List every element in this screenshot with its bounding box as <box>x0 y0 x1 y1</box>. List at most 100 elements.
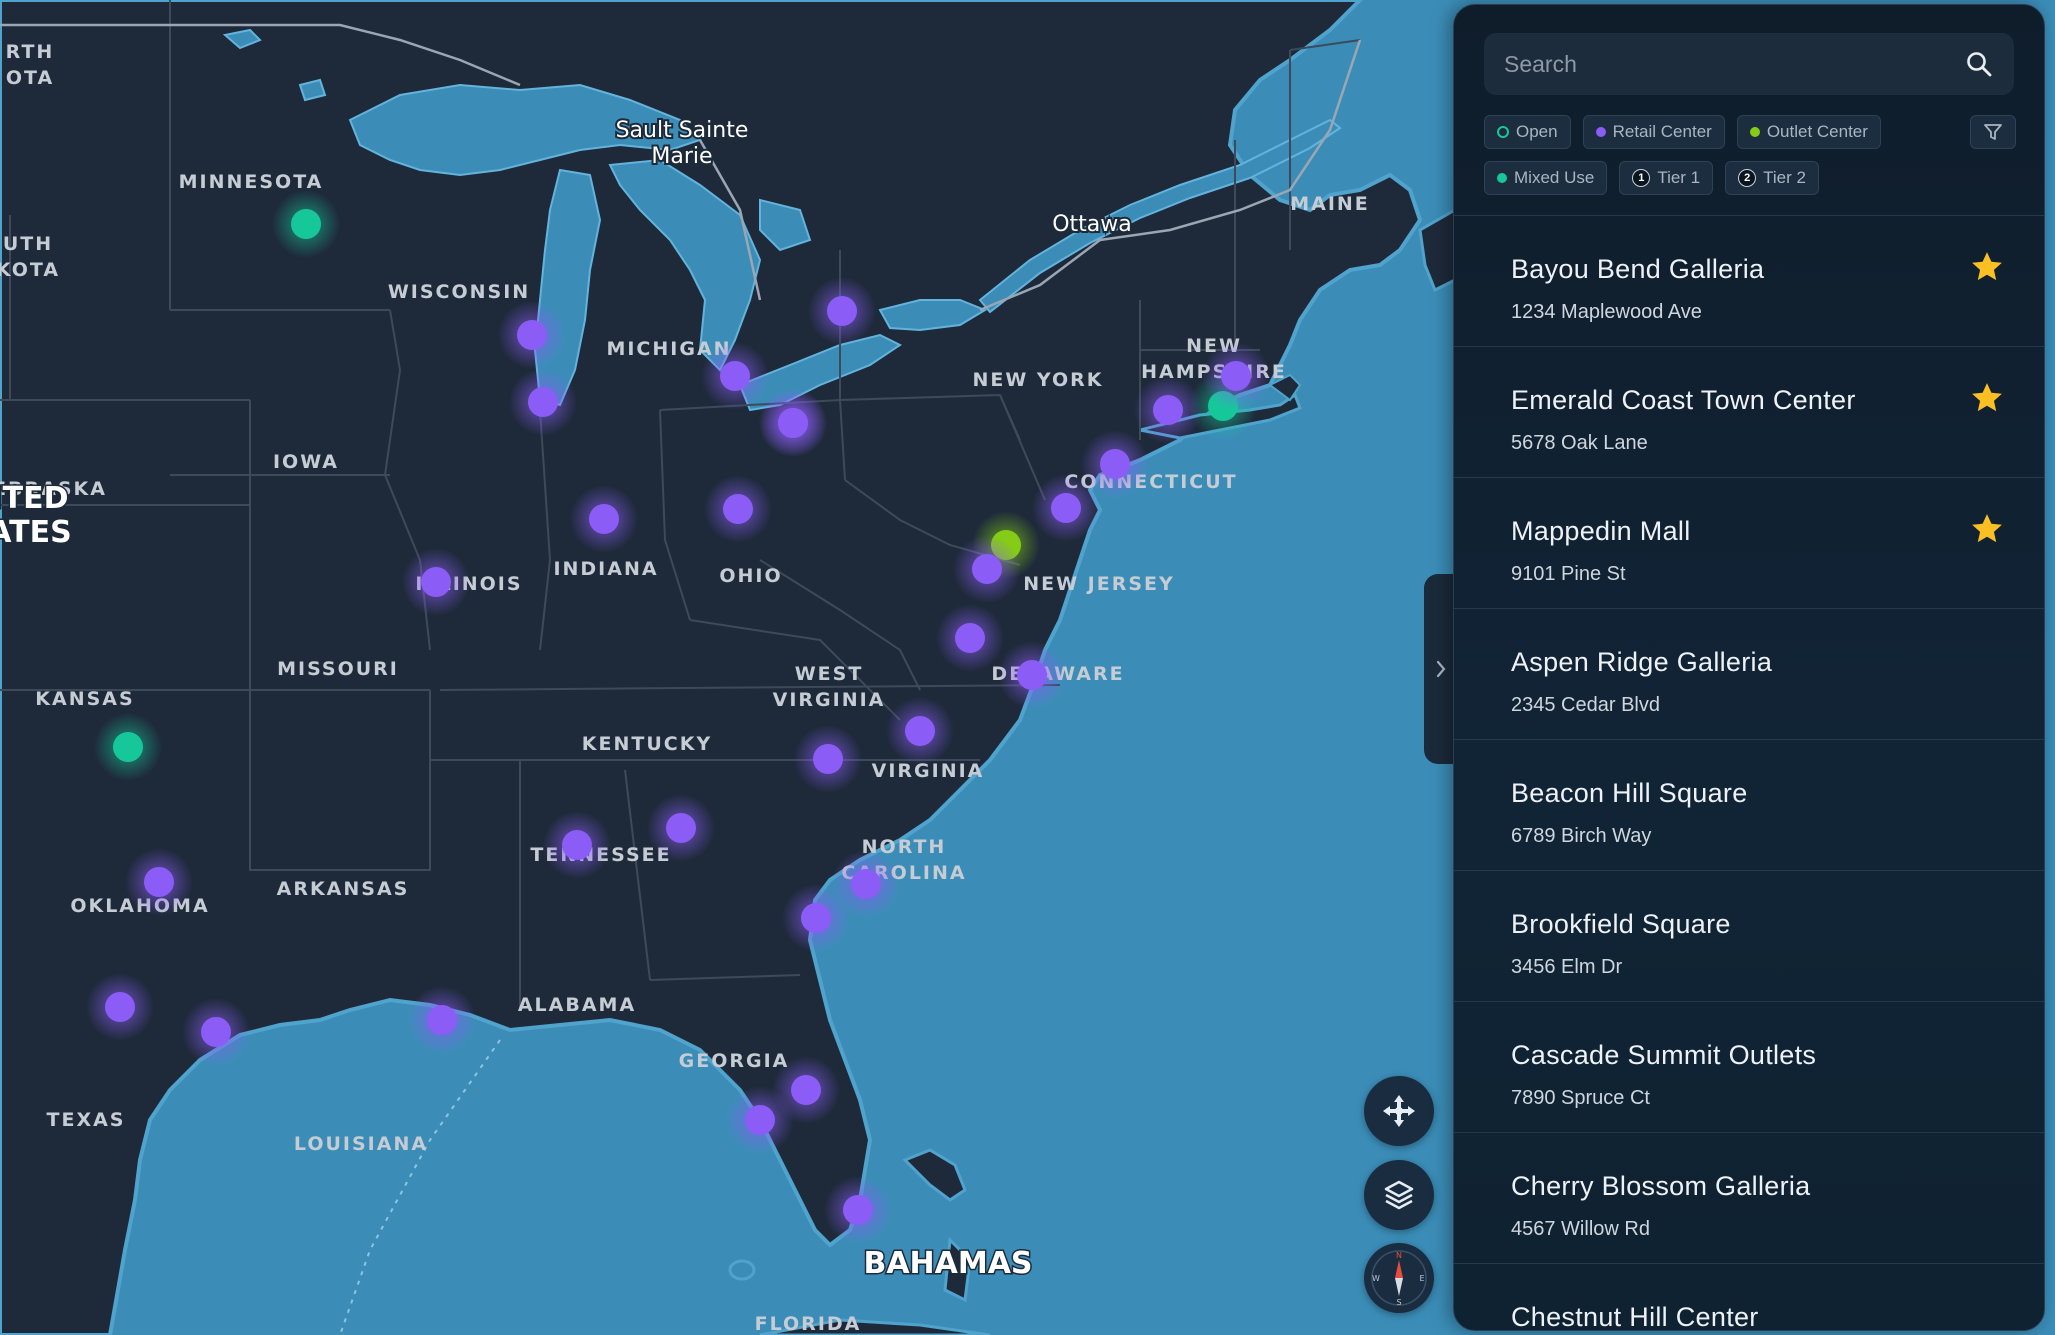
marker-dot[interactable] <box>972 554 1002 584</box>
color-dot-icon <box>1749 127 1760 137</box>
filter-chip-mixed-use[interactable]: Mixed Use <box>1484 161 1608 195</box>
panel-collapse-handle[interactable] <box>1424 574 1458 764</box>
list-item[interactable]: Mappedin Mall 9101 Pine St <box>1454 477 2044 608</box>
filter-chip-tier-2[interactable]: 2 Tier 2 <box>1725 161 1819 195</box>
marker-dot[interactable] <box>105 992 135 1022</box>
marker-dot[interactable] <box>791 1075 821 1105</box>
list-item[interactable]: Brookfield Square 3456 Elm Dr <box>1454 870 2044 1001</box>
map-marker-retail[interactable] <box>726 1086 794 1154</box>
marker-dot[interactable] <box>720 361 750 391</box>
state-labels: RTHOTAUTHKOTAEBRASKAKANSASOKLAHOMATEXASM… <box>0 41 1368 1335</box>
map-marker-retail[interactable] <box>570 485 638 553</box>
map-marker-retail[interactable] <box>701 342 769 410</box>
marker-dot[interactable] <box>589 504 619 534</box>
state-label-louisiana: LOUISIANA <box>294 1133 428 1155</box>
filter-chip-label: Tier 2 <box>1763 168 1806 187</box>
marker-dot[interactable] <box>813 744 843 774</box>
filter-chip-open[interactable]: Open <box>1484 115 1571 149</box>
city-label-ottawa: Ottawa <box>1052 212 1132 237</box>
map-marker-retail[interactable] <box>886 697 954 765</box>
marker-dot[interactable] <box>851 869 881 899</box>
map-marker-retail[interactable] <box>509 368 577 436</box>
marker-dot[interactable] <box>827 296 857 326</box>
marker-dot[interactable] <box>113 732 143 762</box>
star-icon[interactable] <box>1970 381 2004 415</box>
location-address: 5678 Oak Lane <box>1511 432 1648 454</box>
maritime-boundary <box>339 1039 501 1335</box>
marker-dot[interactable] <box>778 408 808 438</box>
marker-dot[interactable] <box>517 320 547 350</box>
map-marker-retail[interactable] <box>1202 342 1270 410</box>
list-item[interactable]: Cascade Summit Outlets 7890 Spruce Ct <box>1454 1001 2044 1132</box>
map-marker-retail[interactable] <box>182 998 250 1066</box>
map-marker-retail[interactable] <box>998 641 1066 709</box>
map-marker-retail[interactable] <box>1134 376 1202 444</box>
map-marker-open[interactable] <box>272 190 340 258</box>
state-label-kansas: KANSAS <box>35 688 134 710</box>
list-item[interactable]: Aspen Ridge Galleria 2345 Cedar Blvd <box>1454 608 2044 739</box>
map-marker-retail[interactable] <box>832 850 900 918</box>
compass-button[interactable]: N S W E <box>1364 1243 1434 1313</box>
map-marker-open[interactable] <box>94 713 162 781</box>
search-input[interactable] <box>1504 50 1964 78</box>
marker-dot[interactable] <box>528 387 558 417</box>
map-marker-retail[interactable] <box>647 794 715 862</box>
marker-dot[interactable] <box>1100 449 1130 479</box>
svg-text:S: S <box>1396 1298 1401 1307</box>
map-marker-retail[interactable] <box>125 848 193 916</box>
list-item[interactable]: Cherry Blossom Galleria 4567 Willow Rd <box>1454 1132 2044 1263</box>
list-item[interactable]: Emerald Coast Town Center 5678 Oak Lane <box>1454 346 2044 477</box>
star-icon[interactable] <box>1970 512 2004 546</box>
location-name: Beacon Hill Square <box>1511 778 1748 808</box>
filter-chip-retail-center[interactable]: Retail Center <box>1582 115 1725 149</box>
map-marker-retail[interactable] <box>808 277 876 345</box>
marker-dot[interactable] <box>427 1005 457 1035</box>
layers-icon <box>1384 1180 1414 1210</box>
location-name: Cascade Summit Outlets <box>1511 1040 1817 1070</box>
marker-dot[interactable] <box>1153 395 1183 425</box>
map-marker-retail[interactable] <box>408 986 476 1054</box>
map-marker-retail[interactable] <box>86 973 154 1041</box>
list-item[interactable]: Beacon Hill Square 6789 Birch Way <box>1454 739 2044 870</box>
map-marker-retail[interactable] <box>759 389 827 457</box>
recenter-button[interactable] <box>1364 1076 1434 1146</box>
map-marker-retail[interactable] <box>498 301 566 369</box>
filter-button[interactable] <box>1970 115 2016 149</box>
marker-dot[interactable] <box>843 1195 873 1225</box>
star-icon[interactable] <box>1970 250 2004 284</box>
state-label-alabama: ALABAMA <box>518 994 636 1016</box>
marker-dot[interactable] <box>291 209 321 239</box>
map-marker-retail[interactable] <box>1032 474 1100 542</box>
marker-dot[interactable] <box>1017 660 1047 690</box>
map-marker-retail[interactable] <box>782 884 850 952</box>
marker-dot[interactable] <box>1221 361 1251 391</box>
filter-chip-tier-1[interactable]: 1 Tier 1 <box>1619 161 1714 195</box>
map-marker-retail[interactable] <box>1081 430 1149 498</box>
funnel-icon <box>1984 124 2002 140</box>
marker-dot[interactable] <box>562 830 592 860</box>
map-marker-retail[interactable] <box>953 535 1021 603</box>
map-marker-retail[interactable] <box>402 548 470 616</box>
map-marker-retail[interactable] <box>824 1176 892 1244</box>
marker-dot[interactable] <box>905 716 935 746</box>
marker-dot[interactable] <box>801 903 831 933</box>
list-item[interactable]: Chestnut Hill Center <box>1454 1263 2044 1330</box>
marker-dot[interactable] <box>1051 493 1081 523</box>
marker-dot[interactable] <box>745 1105 775 1135</box>
country-label-united-states: ITEDATES <box>0 481 72 550</box>
marker-dot[interactable] <box>201 1017 231 1047</box>
map-marker-retail[interactable] <box>794 725 862 793</box>
layers-button[interactable] <box>1364 1160 1434 1230</box>
marker-dot[interactable] <box>723 494 753 524</box>
filter-chip-outlet-center[interactable]: Outlet Center <box>1736 115 1881 149</box>
marker-dot[interactable] <box>144 867 174 897</box>
search-icon[interactable] <box>1964 49 1994 79</box>
search-box[interactable] <box>1484 33 2014 95</box>
map-marker-retail[interactable] <box>543 811 611 879</box>
marker-dot[interactable] <box>421 567 451 597</box>
map-marker-retail[interactable] <box>704 475 772 543</box>
marker-dot[interactable] <box>666 813 696 843</box>
map-marker-retail[interactable] <box>936 604 1004 672</box>
list-item[interactable]: Bayou Bend Galleria 1234 Maplewood Ave <box>1454 215 2044 346</box>
marker-dot[interactable] <box>955 623 985 653</box>
